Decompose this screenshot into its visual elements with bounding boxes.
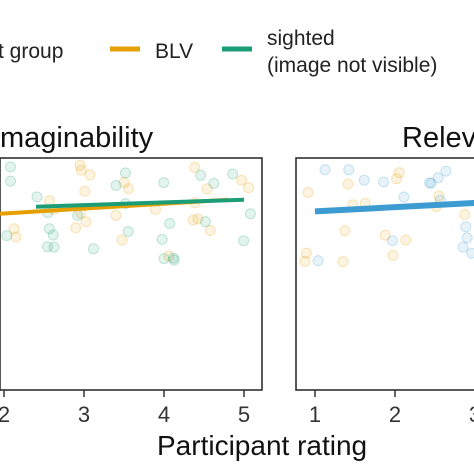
- data-point: [343, 164, 355, 176]
- data-point: [391, 173, 403, 185]
- data-point: [398, 191, 410, 203]
- data-point: [158, 177, 170, 189]
- fit-line-right-sighted: [314, 199, 474, 215]
- facet-title-left: maginability: [0, 122, 154, 154]
- data-point: [440, 165, 452, 177]
- data-point: [75, 164, 87, 176]
- fit-line-left-sighted: [35, 197, 245, 209]
- data-point: [208, 177, 220, 189]
- data-point: [459, 208, 471, 220]
- data-point: [164, 218, 176, 229]
- legend-label-sighted-line2: (image not visible): [267, 54, 437, 77]
- data-point: [243, 182, 254, 194]
- data-point: [244, 208, 256, 220]
- panel-right-frame: [295, 157, 474, 391]
- data-point: [72, 209, 84, 221]
- data-point: [400, 234, 412, 246]
- data-point: [236, 174, 247, 186]
- x-tick-label: 3: [469, 402, 474, 427]
- data-point: [1, 230, 13, 242]
- data-point: [119, 167, 131, 179]
- data-point: [319, 164, 331, 176]
- data-point: [156, 233, 168, 245]
- data-point: [238, 235, 250, 247]
- data-point: [300, 247, 312, 259]
- data-point: [31, 191, 43, 203]
- legend-label-sighted-line1: sighted: [267, 27, 335, 50]
- panel-left-marks: 2 3 4 5: [0, 159, 256, 427]
- legend: t group BLV sighted (image not visible): [0, 27, 437, 77]
- data-point: [10, 231, 22, 243]
- data-point: [424, 177, 435, 189]
- panel-right-marks: 1 2 3: [299, 164, 474, 427]
- data-point: [168, 254, 180, 266]
- x-tick-label: 3: [78, 402, 90, 427]
- data-point: [204, 225, 216, 236]
- data-point: [158, 253, 170, 265]
- x-tick-label: 5: [238, 402, 250, 427]
- data-point: [88, 243, 99, 255]
- data-point: [425, 177, 437, 189]
- data-point: [339, 225, 351, 237]
- data-point: [337, 256, 349, 268]
- data-point: [378, 176, 389, 188]
- data-point: [5, 161, 16, 173]
- data-point: [79, 185, 91, 197]
- data-point: [342, 178, 354, 190]
- data-point: [84, 169, 96, 181]
- data-point: [189, 161, 201, 173]
- data-point: [387, 249, 399, 261]
- data-point: [393, 167, 405, 179]
- legend-title: t group: [0, 40, 63, 63]
- x-tick-label: 2: [389, 402, 401, 427]
- data-point: [195, 169, 207, 181]
- data-point: [5, 175, 16, 187]
- data-point: [118, 177, 130, 188]
- data-point: [70, 222, 82, 234]
- data-point: [457, 241, 469, 253]
- data-point: [8, 223, 20, 235]
- data-point: [466, 247, 474, 259]
- x-tick-label: 1: [309, 402, 321, 427]
- data-point: [116, 234, 128, 246]
- data-point: [433, 190, 445, 202]
- data-point: [199, 216, 211, 228]
- data-point: [299, 255, 311, 267]
- data-point: [358, 174, 370, 186]
- data-point: [379, 229, 391, 241]
- data-point: [312, 255, 324, 267]
- data-point: [302, 187, 314, 198]
- data-point: [187, 214, 199, 226]
- data-point: [74, 159, 86, 171]
- x-axis-title: Participant rating: [157, 430, 367, 461]
- legend-label-blv: BLV: [155, 40, 193, 63]
- data-point: [47, 229, 59, 241]
- data-point: [227, 168, 239, 180]
- x-tick-label: 2: [0, 402, 10, 427]
- data-point: [167, 252, 179, 264]
- data-point: [163, 250, 175, 262]
- data-point: [80, 216, 92, 228]
- data-point: [387, 235, 398, 247]
- panel-left-frame: [0, 157, 263, 391]
- facet-title-right: Relev: [402, 122, 474, 154]
- data-point: [122, 226, 134, 237]
- data-point: [461, 232, 473, 244]
- data-point: [432, 172, 444, 184]
- data-point: [110, 180, 122, 191]
- data-point: [122, 183, 134, 195]
- data-point: [110, 209, 122, 221]
- data-point: [192, 213, 204, 225]
- data-point: [48, 241, 60, 253]
- data-point: [42, 241, 53, 253]
- data-point: [43, 223, 55, 235]
- data-point: [460, 221, 472, 233]
- x-tick-label: 4: [158, 402, 170, 427]
- data-point: [201, 183, 213, 195]
